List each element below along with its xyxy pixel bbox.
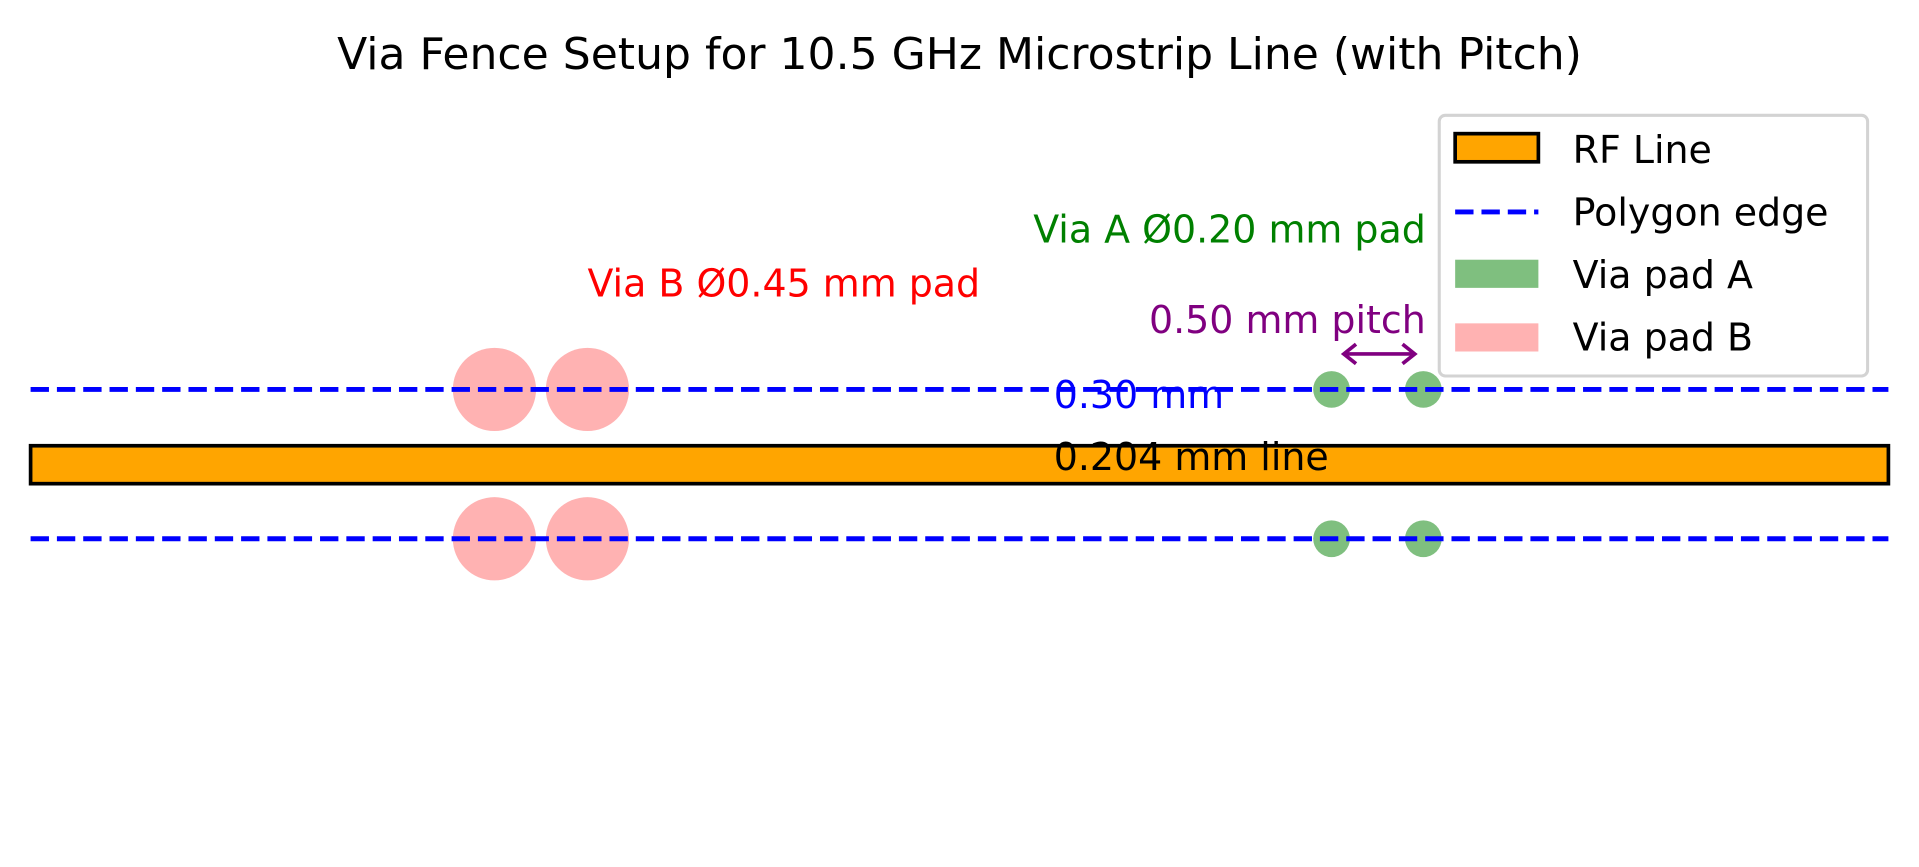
legend-label-polygon-edge: Polygon edge — [1573, 190, 1829, 234]
line-width-label: 0.204 mm line — [1054, 435, 1329, 479]
legend-label-via-pad-a: Via pad A — [1573, 253, 1753, 297]
green-patch-icon — [1455, 259, 1539, 288]
legend-label-via-pad-b: Via pad B — [1573, 315, 1753, 359]
via-a-label: Via A Ø0.20 mm pad — [1033, 208, 1426, 252]
via-a-pad — [1404, 371, 1442, 408]
pink-patch-icon — [1455, 323, 1539, 352]
diagram-title: Via Fence Setup for 10.5 GHz Microstrip … — [337, 29, 1582, 80]
legend-frame — [1437, 113, 1870, 378]
orange-rect-icon — [1453, 131, 1541, 164]
legend: RF Line Polygon edge Via pad A Via pad B — [1437, 113, 1870, 378]
rf-line — [28, 443, 1891, 486]
pitch-arrow-icon — [1340, 342, 1418, 366]
pitch-label: 0.50 mm pitch — [1149, 298, 1426, 342]
via-a-pad — [1404, 520, 1442, 558]
gap-label: 0.30 mm — [1054, 373, 1224, 417]
legend-label-rf-line: RF Line — [1573, 128, 1712, 172]
via-b-label: Via B Ø0.45 mm pad — [587, 261, 980, 305]
